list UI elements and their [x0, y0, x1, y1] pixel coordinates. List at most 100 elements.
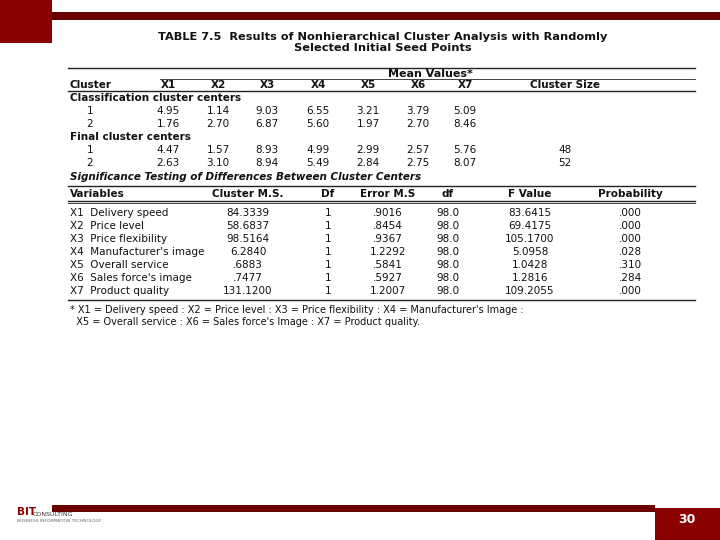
Text: 69.4175: 69.4175 — [508, 221, 552, 231]
Text: 4.95: 4.95 — [156, 106, 179, 116]
Text: 9.03: 9.03 — [256, 106, 279, 116]
Text: 58.6837: 58.6837 — [226, 221, 269, 231]
Text: 98.0: 98.0 — [436, 247, 459, 257]
Text: 3.21: 3.21 — [356, 106, 379, 116]
Bar — [0, 0, 52, 43]
Text: 5.0958: 5.0958 — [512, 247, 548, 257]
Text: Cluster M.S.: Cluster M.S. — [212, 189, 284, 199]
Text: .000: .000 — [618, 234, 642, 244]
Text: .5841: .5841 — [373, 260, 403, 270]
Text: .9016: .9016 — [373, 208, 403, 218]
Text: 3.10: 3.10 — [207, 158, 230, 168]
Text: .000: .000 — [618, 208, 642, 218]
Text: 4.47: 4.47 — [156, 145, 179, 155]
Text: CONSULTING: CONSULTING — [33, 512, 73, 517]
Text: 98.0: 98.0 — [436, 234, 459, 244]
Text: 98.0: 98.0 — [436, 221, 459, 231]
Text: X6: X6 — [410, 80, 426, 90]
Text: 1: 1 — [325, 273, 331, 283]
Text: 1.2292: 1.2292 — [370, 247, 406, 257]
Text: X3  Price flexibility: X3 Price flexibility — [70, 234, 167, 244]
Text: 2.70: 2.70 — [207, 119, 230, 129]
Text: 5.76: 5.76 — [454, 145, 477, 155]
Text: 105.1700: 105.1700 — [505, 234, 554, 244]
Text: 1.97: 1.97 — [356, 119, 379, 129]
Text: 98.5164: 98.5164 — [226, 234, 269, 244]
Text: Significance Testing of Differences Between Cluster Centers: Significance Testing of Differences Betw… — [70, 172, 421, 182]
Text: X2  Price level: X2 Price level — [70, 221, 144, 231]
Text: 1: 1 — [325, 208, 331, 218]
Text: 1: 1 — [325, 221, 331, 231]
Text: X5: X5 — [361, 80, 376, 90]
Text: Probability: Probability — [598, 189, 662, 199]
Bar — [655, 508, 720, 540]
Text: F Value: F Value — [508, 189, 552, 199]
Text: 109.2055: 109.2055 — [505, 286, 554, 296]
Text: 1: 1 — [325, 260, 331, 270]
Text: .7477: .7477 — [233, 273, 263, 283]
Text: 1.2007: 1.2007 — [370, 286, 406, 296]
Text: 131.1200: 131.1200 — [223, 286, 273, 296]
Text: Classification cluster centers: Classification cluster centers — [70, 93, 241, 103]
Text: .9367: .9367 — [373, 234, 403, 244]
Text: .8454: .8454 — [373, 221, 403, 231]
Text: 1.76: 1.76 — [156, 119, 179, 129]
Text: X3: X3 — [259, 80, 274, 90]
Text: 8.94: 8.94 — [256, 158, 279, 168]
Text: 2.57: 2.57 — [406, 145, 430, 155]
Text: 2.63: 2.63 — [156, 158, 179, 168]
Text: Cluster Size: Cluster Size — [530, 80, 600, 90]
Text: .5927: .5927 — [373, 273, 403, 283]
Text: .6883: .6883 — [233, 260, 263, 270]
Text: 6.55: 6.55 — [307, 106, 330, 116]
Text: 30: 30 — [678, 513, 696, 526]
Text: 2: 2 — [86, 158, 94, 168]
Text: 2: 2 — [86, 119, 94, 129]
Text: X1  Delivery speed: X1 Delivery speed — [70, 208, 168, 218]
Text: 84.3339: 84.3339 — [226, 208, 269, 218]
Text: .310: .310 — [618, 260, 642, 270]
Text: 3.79: 3.79 — [406, 106, 430, 116]
Text: 2.70: 2.70 — [406, 119, 430, 129]
Text: 8.46: 8.46 — [454, 119, 477, 129]
Text: Mean Values*: Mean Values* — [387, 69, 472, 79]
Text: 1: 1 — [325, 234, 331, 244]
Text: X2: X2 — [210, 80, 225, 90]
Text: Df: Df — [321, 189, 335, 199]
Text: 5.60: 5.60 — [307, 119, 330, 129]
Text: 2.75: 2.75 — [406, 158, 430, 168]
Text: Selected Initial Seed Points: Selected Initial Seed Points — [294, 43, 472, 53]
Text: 52: 52 — [559, 158, 572, 168]
Text: X4: X4 — [310, 80, 325, 90]
Text: BIT: BIT — [17, 507, 36, 517]
Text: TABLE 7.5  Results of Nonhierarchical Cluster Analysis with Randomly: TABLE 7.5 Results of Nonhierarchical Clu… — [158, 32, 608, 42]
Text: X5 = Overall service : X6 = Sales force's Image : X7 = Product quality.: X5 = Overall service : X6 = Sales force'… — [70, 317, 420, 327]
Text: X7  Product quality: X7 Product quality — [70, 286, 169, 296]
Text: 5.49: 5.49 — [307, 158, 330, 168]
Text: 6.2840: 6.2840 — [230, 247, 266, 257]
Text: X1: X1 — [161, 80, 176, 90]
Text: 98.0: 98.0 — [436, 208, 459, 218]
Text: 98.0: 98.0 — [436, 273, 459, 283]
Text: .000: .000 — [618, 286, 642, 296]
Text: 1.2816: 1.2816 — [512, 273, 548, 283]
Text: 1: 1 — [86, 106, 94, 116]
Text: X7: X7 — [457, 80, 473, 90]
Text: 48: 48 — [559, 145, 572, 155]
Text: 98.0: 98.0 — [436, 286, 459, 296]
Text: X6  Sales force's image: X6 Sales force's image — [70, 273, 192, 283]
Text: 1.0428: 1.0428 — [512, 260, 548, 270]
Text: 8.93: 8.93 — [256, 145, 279, 155]
Text: 2.99: 2.99 — [356, 145, 379, 155]
Text: 1: 1 — [325, 286, 331, 296]
Text: X5  Overall service: X5 Overall service — [70, 260, 168, 270]
Text: X4  Manufacturer's image: X4 Manufacturer's image — [70, 247, 204, 257]
Text: 6.87: 6.87 — [256, 119, 279, 129]
Text: .000: .000 — [618, 221, 642, 231]
Bar — [52, 505, 655, 512]
Text: 1: 1 — [86, 145, 94, 155]
Text: .284: .284 — [618, 273, 642, 283]
Text: Error M.S: Error M.S — [361, 189, 415, 199]
Text: 83.6415: 83.6415 — [508, 208, 552, 218]
Bar — [52, 12, 720, 20]
